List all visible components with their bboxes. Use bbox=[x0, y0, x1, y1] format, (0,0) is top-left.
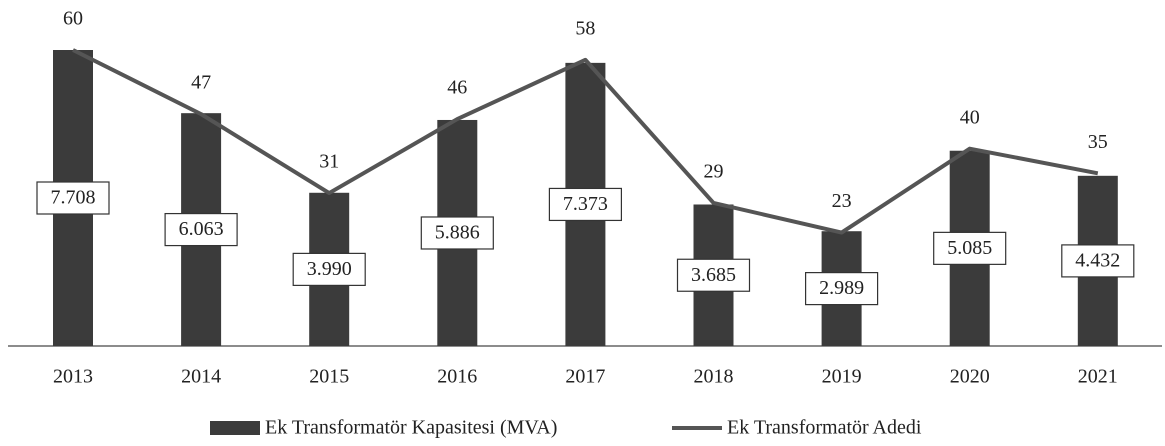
value-label-box bbox=[933, 231, 1007, 265]
legend-label: Ek Transformatör Kapasitesi (MVA) bbox=[265, 417, 557, 439]
x-tick-label: 2015 bbox=[309, 366, 349, 388]
value-label: 3.685 bbox=[691, 264, 736, 286]
value-label-box bbox=[420, 216, 494, 250]
value-label: 7.373 bbox=[563, 193, 608, 215]
data-label: 47 bbox=[191, 72, 211, 94]
x-tick-label: 2016 bbox=[437, 366, 477, 388]
x-tick-label: 2020 bbox=[950, 366, 990, 388]
value-label: 5.085 bbox=[947, 237, 992, 259]
x-tick-label: 2021 bbox=[1078, 366, 1118, 388]
data-label: 23 bbox=[832, 190, 852, 212]
value-label: 4.432 bbox=[1075, 249, 1120, 271]
value-label-box bbox=[1061, 244, 1135, 278]
value-label-box bbox=[548, 187, 623, 222]
data-label: 35 bbox=[1088, 131, 1108, 153]
value-label: 2.989 bbox=[819, 277, 864, 299]
data-label: 58 bbox=[575, 17, 595, 39]
value-label: 6.063 bbox=[179, 218, 224, 240]
value-label: 3.990 bbox=[307, 258, 352, 280]
x-tick-label: 2014 bbox=[181, 366, 221, 388]
value-label-box bbox=[804, 272, 879, 306]
x-tick-label: 2018 bbox=[694, 366, 734, 388]
legend-label: Ek Transformatör Adedi bbox=[727, 417, 922, 439]
data-label: 46 bbox=[447, 77, 467, 99]
data-label: 29 bbox=[704, 161, 724, 183]
data-label: 31 bbox=[319, 151, 339, 173]
data-label: 40 bbox=[960, 106, 980, 128]
x-tick-label: 2017 bbox=[565, 366, 605, 388]
value-label: 5.886 bbox=[435, 222, 480, 244]
x-tick-label: 2019 bbox=[822, 366, 862, 388]
data-label: 60 bbox=[63, 8, 83, 30]
x-tick-label: 2013 bbox=[53, 366, 93, 388]
line bbox=[72, 48, 1099, 235]
value-label-box bbox=[292, 252, 366, 286]
value-label-box bbox=[36, 181, 110, 215]
value-label-box bbox=[164, 212, 238, 247]
value-label: 7.708 bbox=[51, 187, 96, 209]
value-label-box bbox=[676, 258, 751, 292]
legend-swatch bbox=[210, 421, 260, 435]
